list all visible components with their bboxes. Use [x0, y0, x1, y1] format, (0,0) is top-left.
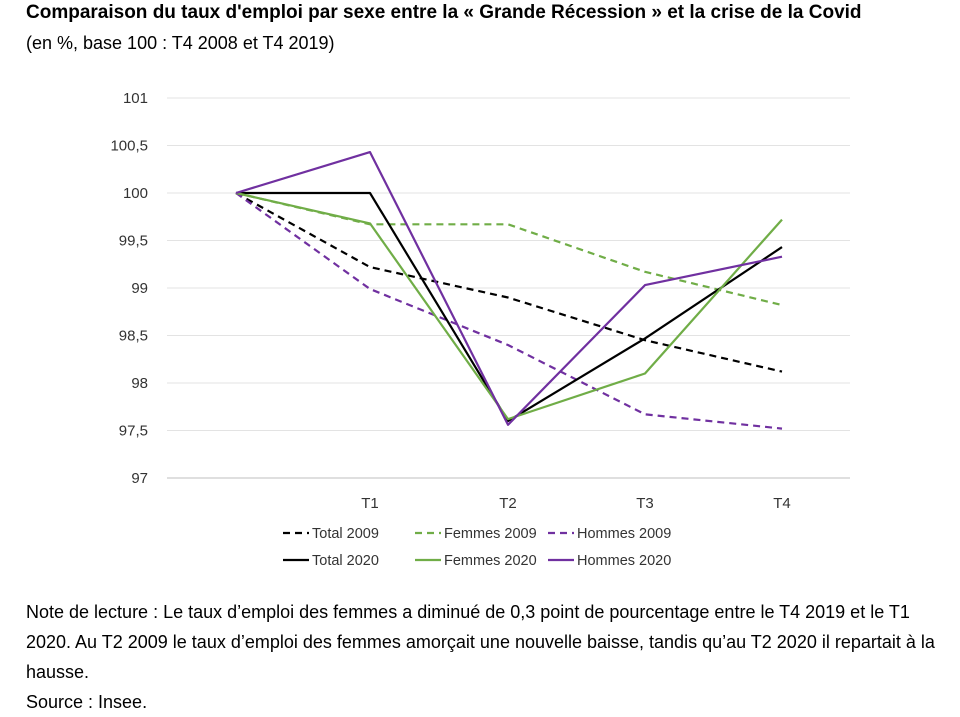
series-line-0	[235, 192, 783, 373]
x-tick-label: T4	[773, 495, 791, 512]
gridlines	[167, 97, 850, 479]
series-line-4	[235, 191, 783, 421]
legend-label: Hommes 2009	[577, 526, 671, 542]
source-text: Source : Insee.	[26, 692, 148, 712]
y-tick-label: 99	[131, 280, 148, 297]
line-chart: 97 97,5 98 98,5 99 99,5 100 100,5 101 T1 T2 T3 T4 T…	[110, 90, 850, 569]
x-axis-ticks: T1 T2 T3 T4	[361, 495, 791, 512]
legend-label: Total 2020	[312, 553, 379, 569]
series-lines	[235, 151, 783, 430]
y-tick-label: 101	[123, 90, 148, 107]
series-line-3	[236, 191, 783, 423]
legend: Total 2009 Femmes 2009 Hommes 2009 Total 20…	[283, 526, 671, 569]
y-axis-ticks: 97 97,5 98 98,5 99 99,5 100 100,5 101	[110, 90, 148, 487]
y-tick-label: 100,5	[110, 138, 148, 155]
x-tick-label: T2	[499, 495, 517, 512]
y-tick-label: 97	[131, 470, 148, 487]
reading-note: Note de lecture : Le taux d’emploi des f…	[26, 597, 941, 717]
legend-label: Femmes 2009	[444, 526, 537, 542]
y-tick-label: 100	[123, 185, 148, 202]
note-text: Note de lecture : Le taux d’emploi des f…	[26, 602, 935, 682]
y-tick-label: 99,5	[119, 233, 148, 250]
y-tick-label: 98	[131, 375, 148, 392]
series-line-2	[235, 192, 783, 430]
x-tick-label: T3	[636, 495, 654, 512]
chart-subtitle: (en %, base 100 : T4 2008 et T4 2019)	[26, 33, 335, 53]
y-tick-label: 97,5	[119, 423, 148, 440]
x-tick-label: T1	[361, 495, 379, 512]
y-tick-label: 98,5	[119, 328, 148, 345]
legend-label: Hommes 2020	[577, 553, 671, 569]
series-line-5	[235, 151, 783, 426]
legend-label: Femmes 2020	[444, 553, 537, 569]
legend-label: Total 2009	[312, 526, 379, 542]
chart-title: Comparaison du taux d'emploi par sexe en…	[26, 2, 862, 23]
